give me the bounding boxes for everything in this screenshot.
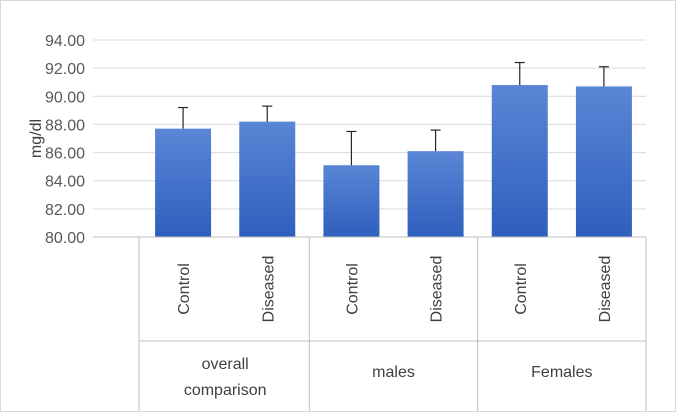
bar <box>575 86 632 237</box>
group-label: overall <box>202 356 249 373</box>
y-tick-label: 82.00 <box>45 202 85 219</box>
bars <box>155 85 632 238</box>
error-bars <box>178 61 609 166</box>
bar <box>323 165 380 237</box>
bar <box>239 121 296 237</box>
bar <box>407 151 464 237</box>
category-label: Diseased <box>597 256 614 323</box>
y-tick-label: 92.00 <box>45 61 85 78</box>
y-tick-label: 80.00 <box>45 230 85 247</box>
y-tick-label: 84.00 <box>45 174 85 191</box>
bar <box>491 85 548 238</box>
category-label: Diseased <box>429 256 446 323</box>
group-label: Females <box>531 364 592 381</box>
y-tick-label: 94.00 <box>45 33 85 50</box>
y-axis-title: mg/dl <box>28 119 45 158</box>
category-axis: Control Diseased Control Diseased Control Dis… <box>93 236 647 411</box>
y-tick-label: 90.00 <box>45 89 85 106</box>
category-label: Diseased <box>260 256 277 323</box>
y-tick-label: 88.00 <box>45 117 85 134</box>
category-label: Control <box>344 263 361 315</box>
y-axis-ticks: 80.00 82.00 84.00 86.00 88.00 90.00 92.00 94.00 <box>45 33 85 247</box>
category-label: Control <box>513 263 530 315</box>
group-label: males <box>372 364 415 381</box>
group-label: comparison <box>184 382 267 399</box>
y-tick-label: 86.00 <box>45 146 85 163</box>
bar <box>155 128 212 237</box>
category-label: Control <box>176 263 193 315</box>
